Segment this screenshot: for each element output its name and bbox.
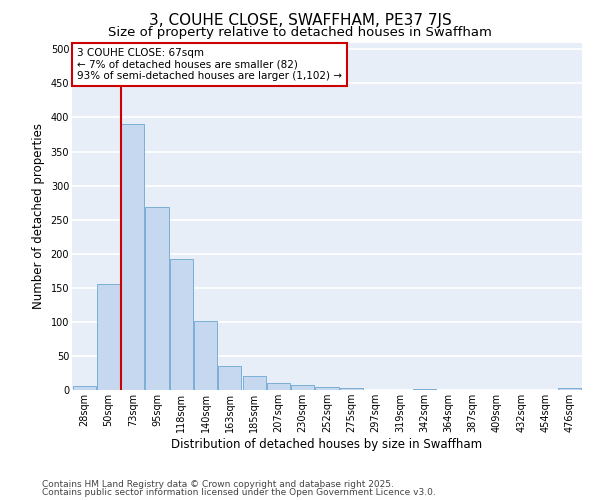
- Y-axis label: Number of detached properties: Number of detached properties: [32, 123, 45, 309]
- Text: Size of property relative to detached houses in Swaffham: Size of property relative to detached ho…: [108, 26, 492, 39]
- X-axis label: Distribution of detached houses by size in Swaffham: Distribution of detached houses by size …: [172, 438, 482, 451]
- Bar: [145, 208, 169, 390]
- Bar: [121, 124, 144, 390]
- Bar: [218, 366, 241, 390]
- Bar: [242, 376, 266, 390]
- Bar: [97, 284, 120, 390]
- Bar: [316, 386, 338, 390]
- Bar: [413, 388, 436, 390]
- Bar: [340, 388, 363, 390]
- Bar: [267, 383, 290, 390]
- Text: 3 COUHE CLOSE: 67sqm
← 7% of detached houses are smaller (82)
93% of semi-detach: 3 COUHE CLOSE: 67sqm ← 7% of detached ho…: [77, 48, 342, 81]
- Bar: [291, 384, 314, 390]
- Bar: [170, 259, 193, 390]
- Text: Contains public sector information licensed under the Open Government Licence v3: Contains public sector information licen…: [42, 488, 436, 497]
- Bar: [73, 386, 95, 390]
- Bar: [194, 320, 217, 390]
- Bar: [559, 388, 581, 390]
- Text: 3, COUHE CLOSE, SWAFFHAM, PE37 7JS: 3, COUHE CLOSE, SWAFFHAM, PE37 7JS: [149, 12, 451, 28]
- Text: Contains HM Land Registry data © Crown copyright and database right 2025.: Contains HM Land Registry data © Crown c…: [42, 480, 394, 489]
